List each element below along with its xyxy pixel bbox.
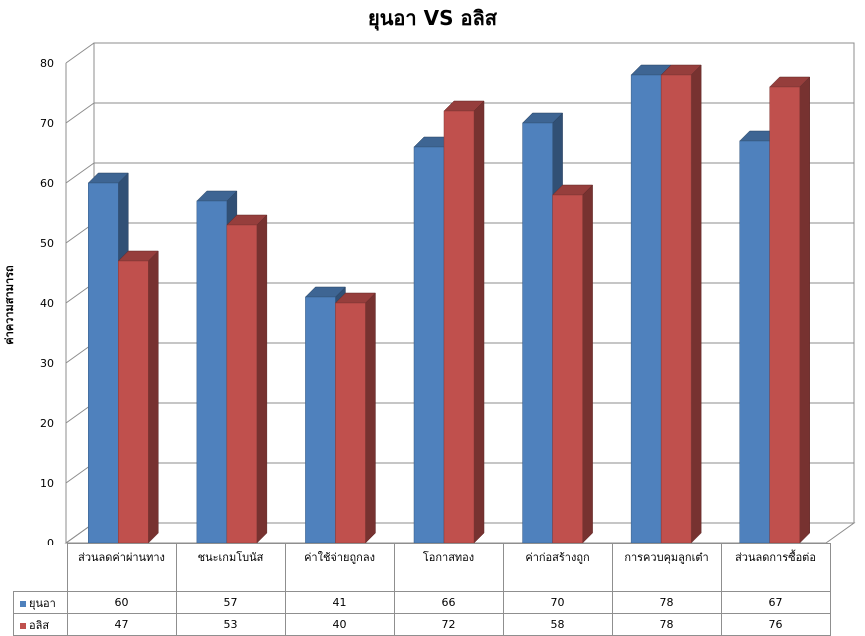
table-corner — [13, 543, 68, 592]
gridline-side — [65, 162, 95, 184]
bar — [88, 182, 119, 544]
category-label: การควบคุมลูกเต๋า — [611, 543, 722, 592]
category-label: ค่าก่อสร้างถูก — [502, 543, 613, 592]
data-value: 78 — [611, 591, 722, 614]
bar — [335, 302, 366, 544]
series-name: ยุนอา — [29, 596, 56, 610]
data-value: 67 — [720, 591, 831, 614]
bar-side — [582, 184, 593, 544]
table-row: ยุนอา 60 57 41 66 70 78 67 — [13, 591, 831, 614]
category-label: ค่าใช้จ่ายถูกลง — [284, 543, 395, 592]
bar — [118, 260, 149, 544]
y-tick-label: 70 — [40, 117, 54, 130]
bar — [552, 194, 583, 544]
bar-chart-plot: 0 10 20 30 40 50 60 70 80 — [40, 42, 856, 545]
bar — [630, 74, 662, 544]
table-header-row: ส่วนลดค่าผ่านทาง ชนะเกมโบนัส ค่าใช้จ่ายถูก… — [13, 543, 831, 592]
y-tick-label: 80 — [40, 57, 54, 70]
y-tick-label: 10 — [40, 477, 54, 490]
data-value: 60 — [66, 591, 177, 614]
data-value: 47 — [66, 613, 177, 636]
bar — [522, 122, 553, 544]
data-value: 53 — [175, 613, 286, 636]
data-table: ส่วนลดค่าผ่านทาง ชนะเกมโบนัส ค่าใช้จ่ายถูก… — [13, 543, 831, 636]
bar — [305, 296, 336, 544]
data-value: 58 — [502, 613, 613, 636]
bar — [739, 140, 770, 544]
data-value: 76 — [720, 613, 831, 636]
data-value: 70 — [502, 591, 613, 614]
bar — [443, 110, 475, 544]
bar-side — [473, 100, 485, 544]
bar-side — [256, 214, 268, 544]
data-value: 40 — [284, 613, 395, 636]
y-tick-label: 50 — [40, 237, 54, 250]
series-legend-cell: ยุนอา — [13, 591, 68, 614]
data-value: 41 — [284, 591, 395, 614]
data-value: 57 — [175, 591, 286, 614]
series-legend-cell: อลิส — [13, 613, 68, 636]
category-label: โอกาสทอง — [393, 543, 504, 592]
y-tick-label: 20 — [40, 417, 54, 430]
y-tick-label: 30 — [40, 357, 54, 370]
legend-swatch — [20, 622, 26, 629]
gridline-side — [65, 42, 95, 64]
bar — [196, 200, 228, 544]
chart-title: ยุนอา VS อลิส — [368, 6, 497, 30]
bar-side — [690, 64, 702, 544]
legend-swatch — [20, 600, 26, 607]
category-label: ส่วนลดการซื้อต่อ — [720, 543, 831, 592]
gridline-side — [65, 102, 95, 124]
series-name: อลิส — [29, 618, 50, 632]
bar — [769, 86, 800, 544]
bar-side — [148, 250, 159, 544]
bar — [413, 146, 445, 544]
y-tick-label: 40 — [40, 297, 54, 310]
bar-side — [365, 292, 376, 544]
table-row: อลิส 47 53 40 72 58 78 76 — [13, 613, 831, 636]
bar — [660, 74, 692, 544]
category-label: ชนะเกมโบนัส — [175, 543, 286, 592]
data-value: 66 — [393, 591, 504, 614]
y-tick-label: 60 — [40, 177, 54, 190]
y-tick-label: 0 — [47, 537, 54, 545]
data-value: 72 — [393, 613, 504, 636]
bar — [226, 224, 258, 544]
category-label: ส่วนลดค่าผ่านทาง — [66, 543, 177, 592]
bar-side — [799, 76, 810, 544]
data-value: 78 — [611, 613, 722, 636]
